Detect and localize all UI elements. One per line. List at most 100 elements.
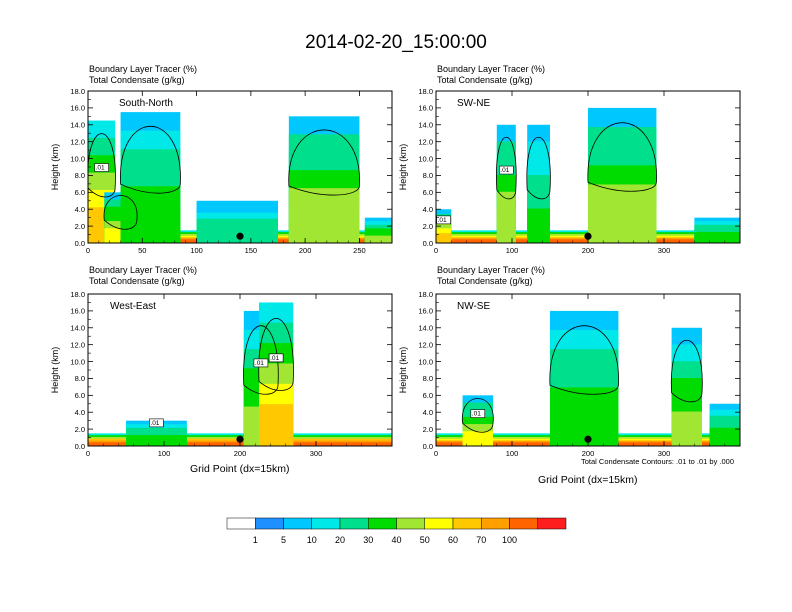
- y-tick-label: 10.0: [418, 154, 433, 163]
- panel-4-xaxis-label: Grid Point (dx=15km): [538, 474, 638, 486]
- colorbar-swatch: [339, 517, 369, 530]
- tracer-field-panel-4: [436, 310, 740, 446]
- y-tick-label: 10.0: [418, 357, 433, 366]
- x-tick-label: 200: [234, 449, 247, 458]
- tracer-plume-4: [259, 302, 294, 446]
- y-tick-label: 14.0: [70, 324, 85, 333]
- condensate-contour: [88, 133, 116, 198]
- x-tick-label: 200: [582, 449, 595, 458]
- colorbar-swatch: [537, 517, 567, 530]
- panel-1: .01 0.0 2.0 4.0 6.0 8.0 10.0 12.0 14.0 16.0 18.0 0 5…: [50, 87, 393, 255]
- y-tick-label: 0.0: [423, 442, 433, 451]
- x-tick-label: 100: [158, 449, 171, 458]
- y-tick-label: 14.0: [418, 121, 433, 130]
- tracer-plume-5: [709, 403, 740, 446]
- panel-4: .01 0.0 2.0 4.0 6.0 8.0 10.0 12.0 14.0 16.0 18.0 0 1…: [398, 290, 741, 458]
- panel-label: NW-SE: [457, 301, 490, 312]
- tracer-band: [671, 411, 702, 446]
- tracer-band: [527, 208, 550, 243]
- contour-label-box: [498, 165, 514, 175]
- y-tick-label: 4.0: [423, 408, 433, 417]
- y-tick-label: 0.0: [423, 239, 433, 248]
- colorbar-swatch: [255, 517, 284, 530]
- condensate-contour: [243, 325, 279, 395]
- tracer-plume-3: [496, 124, 516, 243]
- colorbar-swatch: [424, 517, 454, 530]
- y-tick-label: 2.0: [423, 425, 433, 434]
- condensate-contour: [495, 137, 517, 200]
- y-tick-label: 4.0: [75, 205, 85, 214]
- contour-label: .01: [438, 217, 447, 224]
- tracer-plume-4: [527, 124, 550, 243]
- panel-4-subtitle-condensate: Total Condensate (g/kg): [437, 276, 533, 286]
- y-axis-label: Height (km): [398, 144, 408, 191]
- panel-2-subtitle-tracer: Boundary Layer Tracer (%): [437, 64, 546, 74]
- panel-1-subtitle: Boundary Layer Tracer (%) Total Condensa…: [89, 64, 197, 86]
- condensate-contour: [462, 398, 494, 433]
- y-tick-label: 8.0: [75, 171, 85, 180]
- contour-label-box: [94, 163, 109, 172]
- colorbar-label: 70: [476, 535, 486, 545]
- y-tick-label: 6.0: [423, 391, 433, 400]
- tracer-plume-3: [550, 310, 619, 446]
- tracer-plume-6: [288, 116, 360, 243]
- y-tick-label: 14.0: [418, 324, 433, 333]
- contour-label: .01: [96, 165, 105, 172]
- y-axis-label: Height (km): [50, 347, 60, 394]
- tracer-band: [550, 406, 619, 446]
- tracer-plume-7: [364, 217, 392, 243]
- colorbar-swatch: [509, 517, 538, 530]
- x-tick-label: 300: [658, 449, 671, 458]
- colorbar-label: 40: [391, 535, 401, 545]
- colorbar-label: 20: [335, 535, 345, 545]
- condensate-contour: [670, 339, 703, 403]
- x-tick-label: 100: [506, 449, 519, 458]
- y-tick-label: 12.0: [418, 137, 433, 146]
- figure-title: 2014-02-20_15:00:00: [305, 32, 487, 53]
- condensate-contour: [120, 126, 181, 194]
- contour-note: Total Condensate Contours: .01 to .01 by…: [581, 457, 735, 466]
- panel-4-subtitle: Boundary Layer Tracer (%) Total Condensa…: [437, 265, 545, 287]
- x-tick-label: 100: [506, 246, 519, 255]
- panel-3-subtitle: Boundary Layer Tracer (%) Total Condensa…: [89, 265, 197, 287]
- y-tick-label: 2.0: [75, 425, 85, 434]
- y-axis-label: Height (km): [398, 347, 408, 394]
- y-tick-label: 18.0: [70, 290, 85, 299]
- location-marker: [236, 435, 244, 443]
- y-tick-label: 16.0: [70, 307, 85, 316]
- colorbar-label: 1: [253, 535, 258, 545]
- panel-2-subtitle: Boundary Layer Tracer (%) Total Condensa…: [437, 64, 545, 86]
- tracer-plume-5: [588, 107, 657, 243]
- y-tick-label: 10.0: [70, 357, 85, 366]
- y-tick-label: 12.0: [70, 137, 85, 146]
- y-tick-label: 4.0: [423, 205, 433, 214]
- panel-label: West-East: [110, 301, 156, 312]
- contour-label-box: [268, 353, 284, 363]
- contour-label: .01: [500, 167, 509, 174]
- colorbar-label: 5: [281, 535, 286, 545]
- tracer-plume-2: [436, 209, 452, 243]
- y-tick-label: 16.0: [418, 104, 433, 113]
- panel-2: .01 .01 0.0 2.0 4.0 6.0 8.0 10.0 12.0 14.0 16.0 18.…: [398, 87, 741, 255]
- x-tick-label: 250: [353, 246, 366, 255]
- condensate-contour: [258, 318, 294, 391]
- colorbar: 1 5 10 20 30 40 50 60 70 100: [226, 517, 567, 545]
- colorbar-swatch: [226, 517, 256, 530]
- y-tick-label: 6.0: [75, 391, 85, 400]
- tracer-band: [462, 431, 493, 446]
- tracer-plume-4: [120, 112, 181, 243]
- location-marker: [236, 232, 244, 240]
- y-tick-label: 12.0: [70, 340, 85, 349]
- colorbar-swatch: [452, 517, 482, 530]
- panel-3-xaxis-label: Grid Point (dx=15km): [190, 463, 290, 475]
- y-tick-label: 0.0: [75, 442, 85, 451]
- tracer-plume-2: [126, 420, 187, 446]
- y-tick-label: 8.0: [423, 171, 433, 180]
- tracer-band: [496, 208, 516, 243]
- tracer-band: [120, 204, 181, 243]
- location-marker: [584, 435, 592, 443]
- tracer-band: [694, 235, 740, 243]
- condensate-contour: [549, 325, 619, 395]
- colorbar-swatch: [481, 517, 510, 530]
